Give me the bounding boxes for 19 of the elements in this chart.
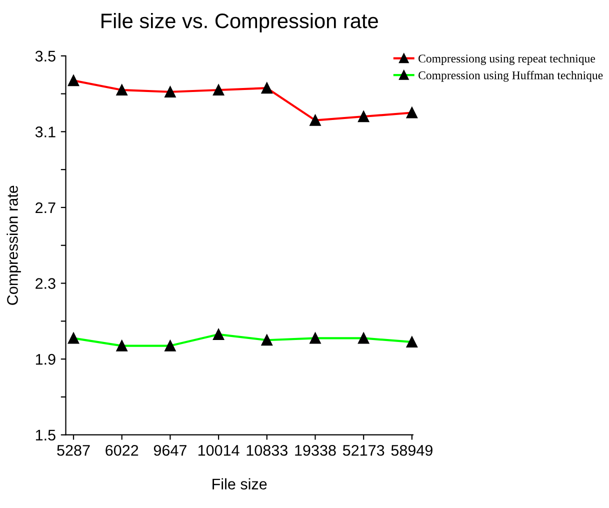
x-axis-title: File size <box>212 478 267 490</box>
chart-title: File size vs. Compression rate <box>102 13 378 32</box>
x-tick-label: 10833 <box>246 444 288 456</box>
y-tick-label: 2.7 <box>36 202 56 214</box>
legend-label: Compressiong using repeat technique <box>418 54 596 65</box>
x-tick-label: 19338 <box>295 444 336 456</box>
y-tick-label: 3.1 <box>35 126 56 138</box>
y-axis-title: Compression rate <box>6 186 21 305</box>
y-tick-label: 1.9 <box>36 354 56 365</box>
y-tick-label: 1.5 <box>36 430 56 441</box>
x-tick-label: 10014 <box>198 444 240 456</box>
x-tick-label: 6022 <box>106 444 138 456</box>
y-tick-label: 3.5 <box>35 50 56 62</box>
x-tick-label: 52173 <box>342 444 384 456</box>
x-tick-label: 9647 <box>154 444 186 456</box>
y-tick-label: 2.3 <box>36 278 56 289</box>
x-tick-label: 5287 <box>57 444 90 456</box>
legend-label: Compression using Huffman technique <box>418 70 603 82</box>
x-tick-label: 58949 <box>391 444 432 456</box>
